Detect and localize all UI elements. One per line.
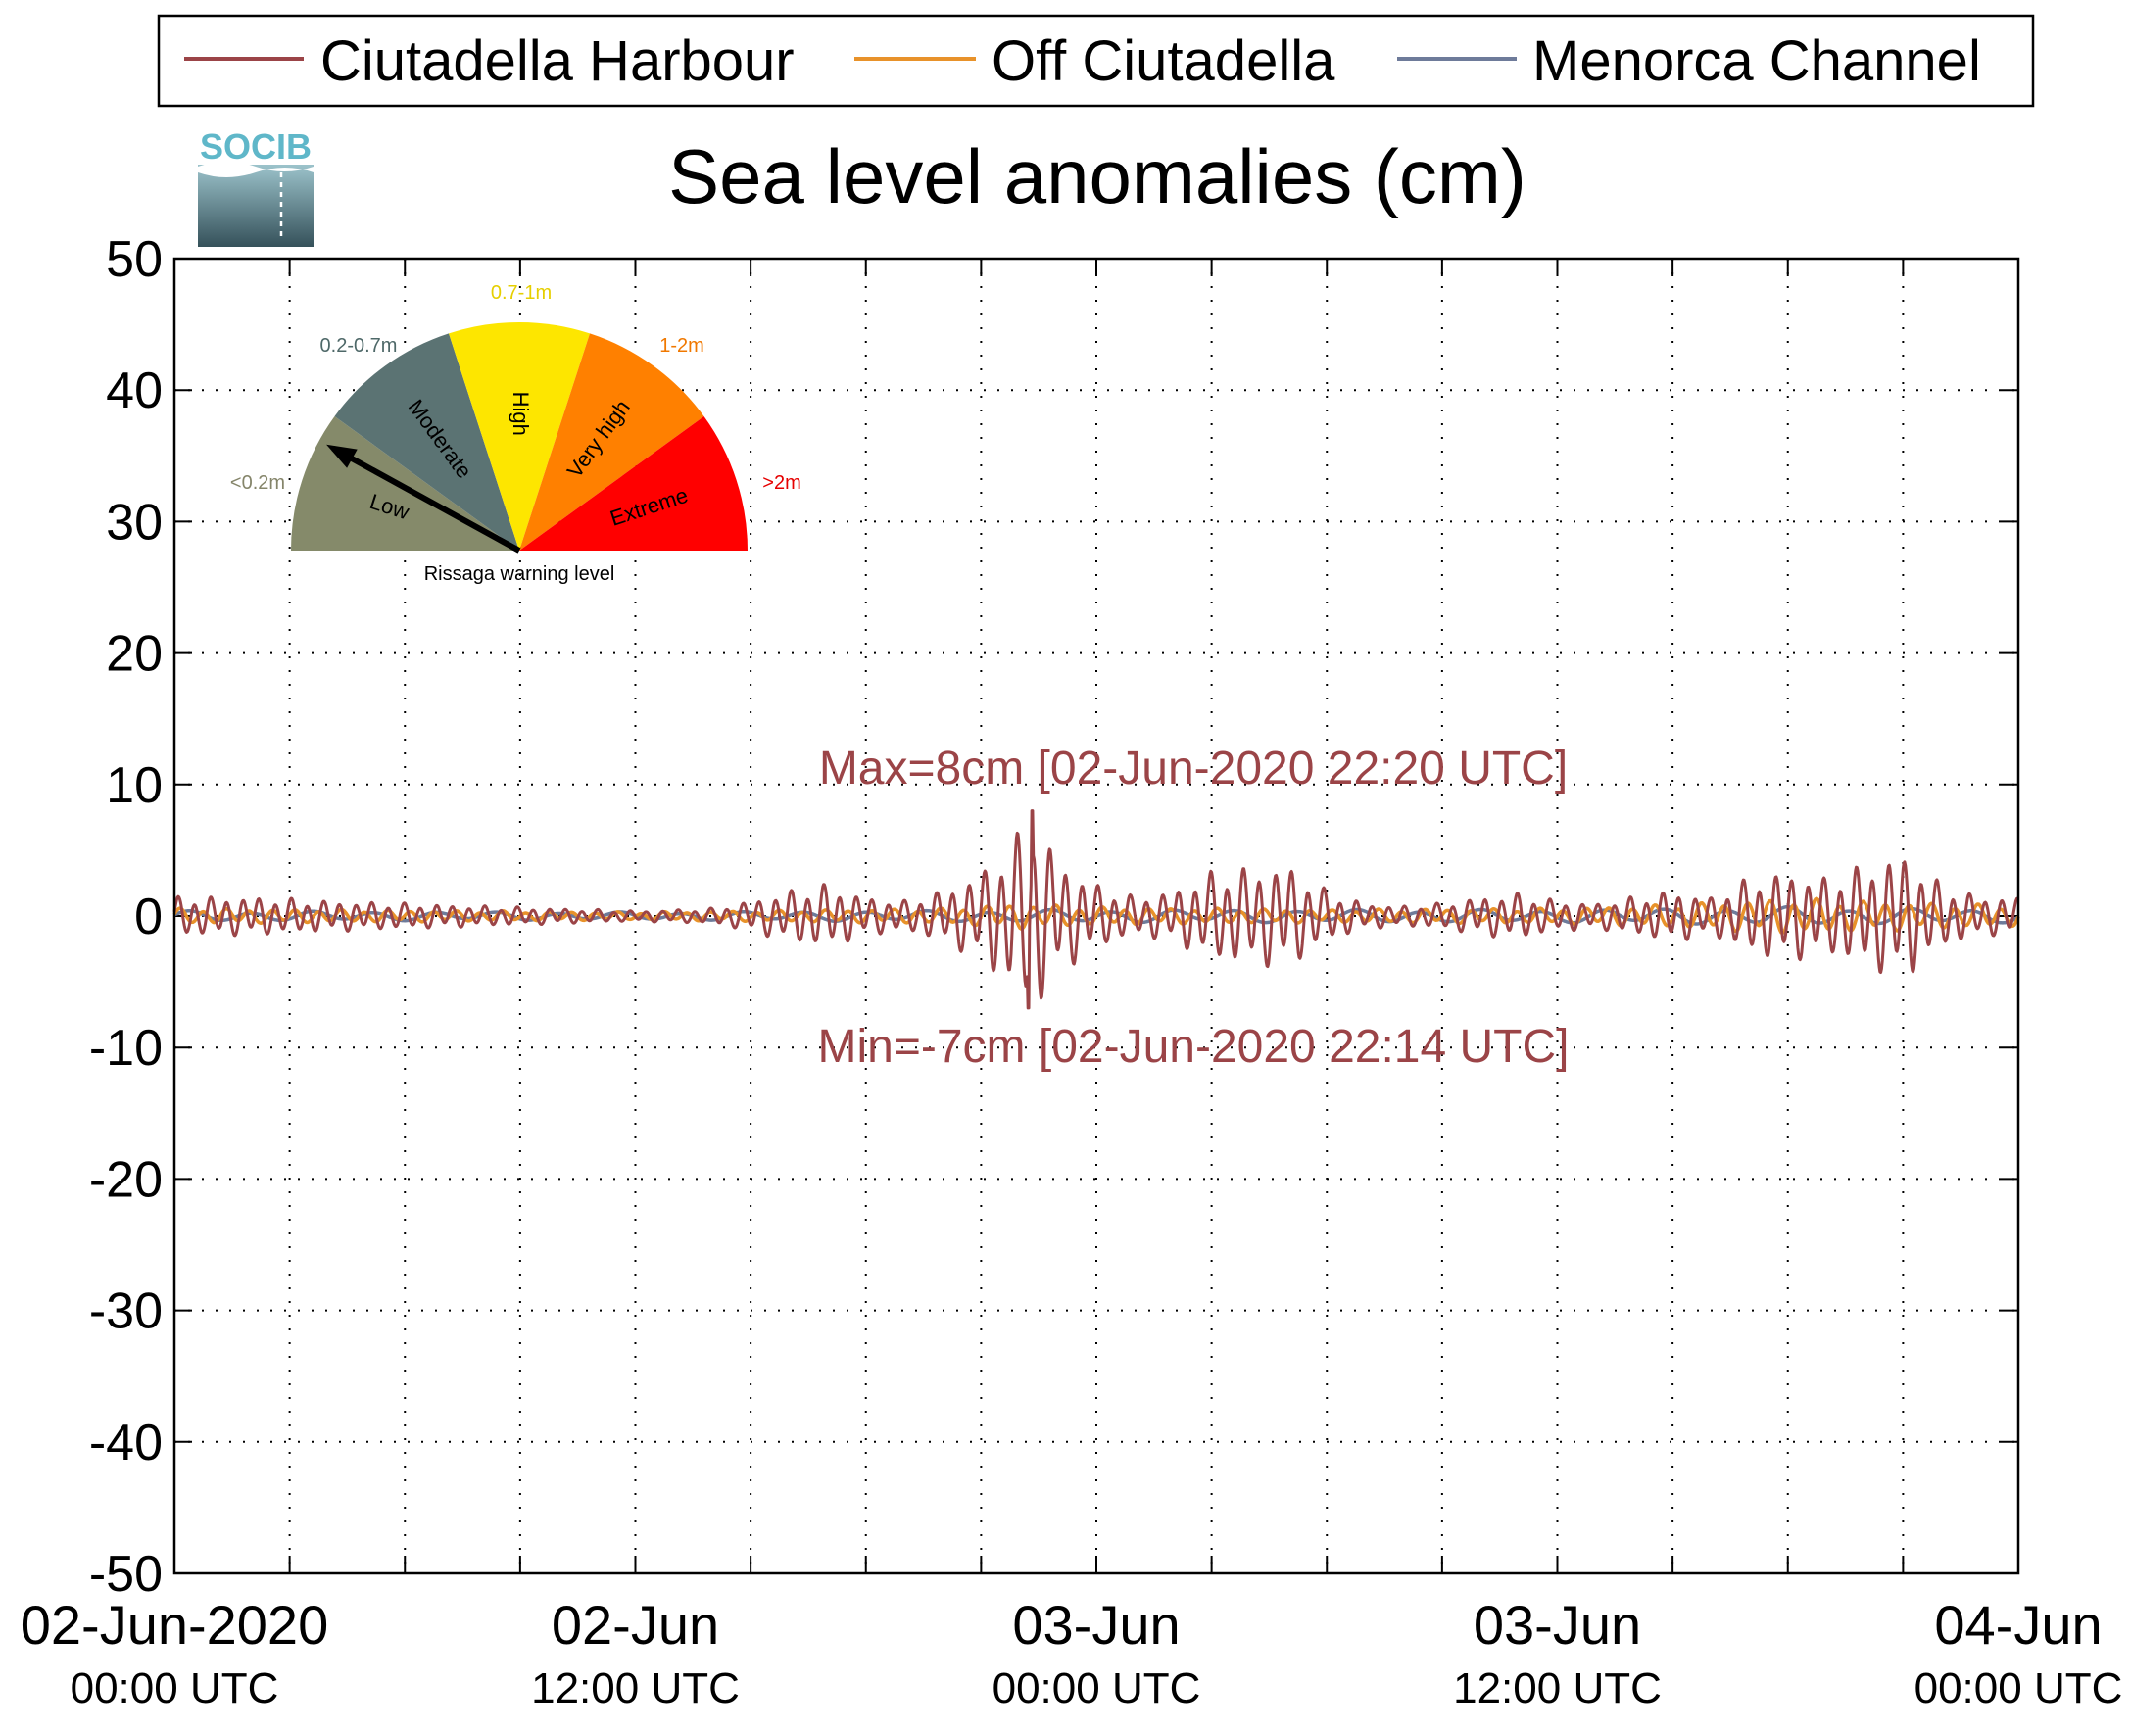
x-tick-label-time: 00:00 UTC [1914, 1664, 2123, 1712]
y-tick-label: -10 [89, 1020, 163, 1077]
gauge-range-label-0: <0.2m [230, 472, 285, 494]
gauge-level-label-2: High [509, 392, 533, 436]
legend-label-0: Ciutadella Harbour [320, 29, 795, 93]
series-group [172, 809, 2020, 1010]
x-tick-label-time: 12:00 UTC [531, 1664, 740, 1712]
chart-title: Sea level anomalies (cm) [668, 133, 1526, 219]
logo-wave [198, 162, 314, 177]
x-tick-label-date: 04-Jun [1934, 1594, 2102, 1656]
socib-logo: SOCIB [198, 126, 314, 247]
x-tick-label-time: 00:00 UTC [993, 1664, 1201, 1712]
y-tick-label: 10 [106, 757, 163, 814]
y-tick-label: 30 [106, 494, 163, 551]
x-tick-label-date: 03-Jun [1474, 1594, 1641, 1656]
min-annotation: Min=-7cm [02-Jun-2020 22:14 UTC] [817, 1021, 1569, 1073]
gauge-range-label-1: 0.2-0.7m [320, 335, 398, 357]
y-tick-label: 40 [106, 362, 163, 419]
logo-text: SOCIB [200, 126, 312, 167]
y-tick-label: -30 [89, 1283, 163, 1340]
gauge-segment-1 [334, 333, 519, 551]
gauge-needle-head [326, 444, 358, 468]
gauge-range-label-3: 1-2m [659, 335, 704, 357]
gauge-segment-2 [449, 321, 590, 551]
max-annotation: Max=8cm [02-Jun-2020 22:20 UTC] [819, 743, 1568, 795]
gauge-needle [331, 445, 521, 554]
y-tick-label: -20 [89, 1151, 163, 1208]
y-tick-label: -50 [89, 1546, 163, 1603]
gauge-range-label-4: >2m [762, 472, 800, 494]
legend-box [157, 14, 2035, 108]
y-tick-label: -40 [89, 1415, 163, 1471]
gauge-range-label-2: 0.7-1m [491, 282, 552, 304]
x-tick-label-time: 00:00 UTC [71, 1664, 279, 1712]
y-tick-label: 50 [106, 231, 163, 288]
plot-frame [172, 257, 2020, 1575]
y-tick-label: 0 [134, 889, 163, 945]
x-tick-label-date: 02-Jun [552, 1594, 719, 1656]
series-line-0 [172, 809, 2020, 1010]
legend-label-2: Menorca Channel [1532, 29, 1981, 93]
legend: Ciutadella Harbour Off Ciutadella Menorca … [157, 14, 2035, 108]
x-tick-label-date: 03-Jun [1012, 1594, 1180, 1656]
x-tick-label-time: 12:00 UTC [1453, 1664, 1662, 1712]
gauge-segment-4 [519, 416, 748, 551]
legend-label-1: Off Ciutadella [992, 29, 1335, 93]
gauge-caption: Rissaga warning level [424, 563, 615, 585]
logo-water [198, 165, 314, 247]
gauge-segment-3 [519, 333, 704, 551]
x-tick-label-date: 02-Jun-2020 [21, 1594, 328, 1656]
y-tick-label: 20 [106, 626, 163, 683]
